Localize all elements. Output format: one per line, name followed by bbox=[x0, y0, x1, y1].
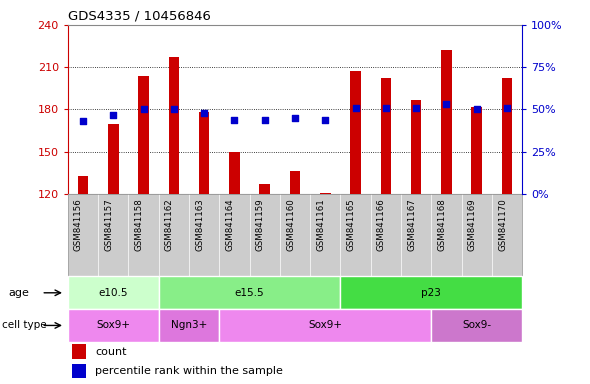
Point bbox=[502, 105, 512, 111]
Text: count: count bbox=[95, 347, 127, 357]
Text: Sox9+: Sox9+ bbox=[96, 320, 130, 331]
Bar bbox=[169, 57, 179, 194]
Bar bbox=[431, 309, 522, 342]
Text: Sox9-: Sox9- bbox=[462, 320, 491, 331]
Point bbox=[230, 116, 239, 122]
Bar bbox=[411, 99, 421, 194]
Text: cell type: cell type bbox=[2, 320, 47, 331]
Point bbox=[199, 110, 209, 116]
Bar bbox=[78, 175, 88, 194]
Point bbox=[109, 111, 118, 118]
Bar bbox=[159, 276, 340, 309]
Text: GSM841169: GSM841169 bbox=[468, 198, 477, 251]
Text: Ngn3+: Ngn3+ bbox=[171, 320, 207, 331]
Bar bbox=[260, 184, 270, 194]
Bar bbox=[290, 171, 300, 194]
Bar bbox=[219, 309, 431, 342]
Text: GSM841162: GSM841162 bbox=[165, 198, 174, 251]
Bar bbox=[73, 344, 86, 359]
Point bbox=[351, 105, 360, 111]
Bar bbox=[138, 76, 149, 194]
Text: percentile rank within the sample: percentile rank within the sample bbox=[95, 366, 283, 376]
Bar bbox=[502, 78, 512, 194]
Point bbox=[442, 101, 451, 108]
Text: GSM841168: GSM841168 bbox=[437, 198, 447, 251]
Point bbox=[139, 106, 148, 113]
Text: GDS4335 / 10456846: GDS4335 / 10456846 bbox=[68, 9, 211, 22]
Point bbox=[411, 105, 421, 111]
Text: GSM841160: GSM841160 bbox=[286, 198, 295, 251]
Bar bbox=[381, 78, 391, 194]
Text: GSM841157: GSM841157 bbox=[104, 198, 113, 251]
Bar bbox=[68, 276, 159, 309]
Text: GSM841165: GSM841165 bbox=[346, 198, 356, 251]
Text: GSM841170: GSM841170 bbox=[498, 198, 507, 251]
Text: GSM841163: GSM841163 bbox=[195, 198, 204, 251]
Bar bbox=[73, 364, 86, 378]
Bar bbox=[471, 107, 482, 194]
Point bbox=[78, 118, 88, 124]
Text: p23: p23 bbox=[421, 288, 441, 298]
Point bbox=[169, 106, 179, 113]
Bar bbox=[68, 309, 159, 342]
Bar bbox=[199, 112, 209, 194]
Bar bbox=[229, 152, 240, 194]
Bar bbox=[441, 50, 452, 194]
Text: GSM841161: GSM841161 bbox=[316, 198, 325, 251]
Text: Sox9+: Sox9+ bbox=[309, 320, 342, 331]
Point bbox=[381, 105, 391, 111]
Text: GSM841164: GSM841164 bbox=[225, 198, 234, 251]
Text: e10.5: e10.5 bbox=[99, 288, 128, 298]
Text: GSM841167: GSM841167 bbox=[407, 198, 416, 251]
Text: GSM841159: GSM841159 bbox=[255, 198, 265, 251]
Bar bbox=[340, 276, 522, 309]
Bar bbox=[350, 71, 361, 194]
Bar bbox=[159, 309, 219, 342]
Bar bbox=[108, 124, 119, 194]
Point bbox=[472, 106, 481, 113]
Text: age: age bbox=[9, 288, 30, 298]
Point bbox=[320, 116, 330, 122]
Point bbox=[290, 115, 300, 121]
Bar bbox=[320, 192, 330, 194]
Point bbox=[260, 116, 270, 122]
Text: GSM841158: GSM841158 bbox=[135, 198, 143, 251]
Text: e15.5: e15.5 bbox=[235, 288, 264, 298]
Text: GSM841156: GSM841156 bbox=[74, 198, 83, 251]
Text: GSM841166: GSM841166 bbox=[377, 198, 386, 251]
